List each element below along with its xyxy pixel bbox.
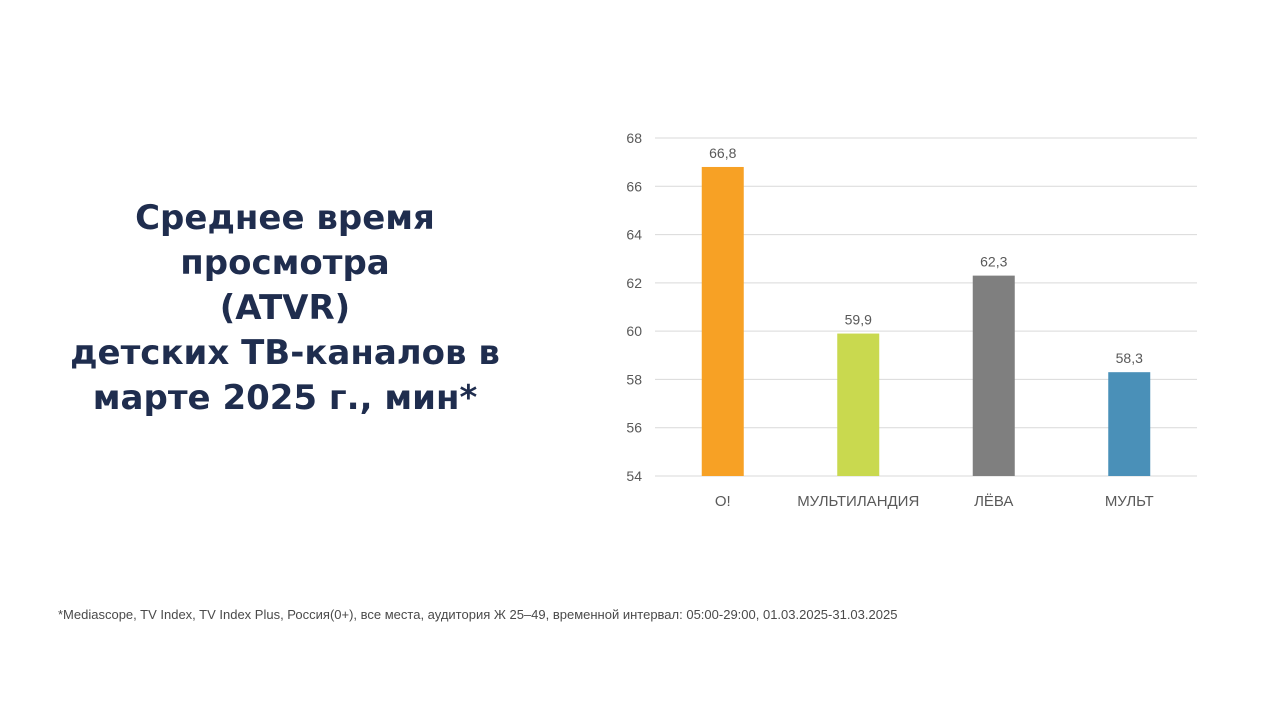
footnote: *Mediascope, TV Index, TV Index Plus, Ро… bbox=[58, 607, 898, 622]
x-category-label: МУЛЬТ bbox=[1105, 493, 1154, 510]
x-category-label: О! bbox=[715, 493, 731, 510]
data-label: 59,9 bbox=[845, 312, 872, 328]
title-line: марте 2025 г., мин* bbox=[92, 378, 478, 418]
y-tick-label: 66 bbox=[626, 178, 642, 194]
bar bbox=[837, 333, 880, 476]
data-label: 66,8 bbox=[709, 145, 736, 161]
y-tick-label: 68 bbox=[626, 130, 642, 146]
title-line: просмотра bbox=[180, 243, 390, 283]
title-line: (ATVR) bbox=[219, 288, 351, 328]
bar bbox=[972, 275, 1015, 476]
y-tick-label: 62 bbox=[626, 275, 642, 291]
y-tick-label: 54 bbox=[626, 468, 642, 484]
y-tick-label: 64 bbox=[626, 227, 642, 243]
title-line: Среднее время bbox=[135, 198, 435, 238]
data-label: 62,3 bbox=[980, 254, 1007, 270]
bar bbox=[701, 166, 744, 476]
title-line: детских ТВ-каналов в bbox=[70, 333, 500, 373]
y-tick-label: 56 bbox=[626, 420, 642, 436]
bar bbox=[1108, 372, 1151, 476]
data-label: 58,3 bbox=[1116, 350, 1143, 366]
chart-title: Среднее время просмотра (ATVR) детских Т… bbox=[40, 196, 530, 421]
x-category-label: МУЛЬТИЛАНДИЯ bbox=[797, 493, 919, 510]
x-category-label: ЛЁВА bbox=[974, 493, 1013, 510]
y-tick-label: 60 bbox=[626, 323, 642, 339]
y-tick-label: 58 bbox=[626, 371, 642, 387]
